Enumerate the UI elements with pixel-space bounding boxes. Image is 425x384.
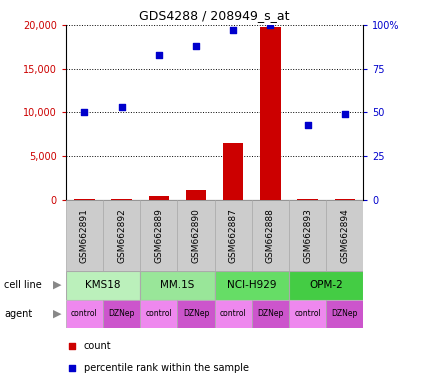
Text: count: count xyxy=(84,341,111,351)
Text: GSM662892: GSM662892 xyxy=(117,208,126,263)
Bar xyxy=(103,300,140,328)
Bar xyxy=(260,27,281,200)
Point xyxy=(81,109,88,115)
Text: GSM662890: GSM662890 xyxy=(192,208,201,263)
Text: ▶: ▶ xyxy=(53,280,62,290)
Bar xyxy=(66,271,140,300)
Text: DZNep: DZNep xyxy=(183,310,209,318)
Bar xyxy=(215,300,252,328)
Point xyxy=(267,22,274,28)
Text: GSM662894: GSM662894 xyxy=(340,208,349,263)
Point xyxy=(193,43,199,49)
Text: KMS18: KMS18 xyxy=(85,280,121,290)
Bar xyxy=(215,200,252,271)
Point xyxy=(156,51,162,58)
Text: ▶: ▶ xyxy=(53,309,62,319)
Text: percentile rank within the sample: percentile rank within the sample xyxy=(84,363,249,373)
Text: DZNep: DZNep xyxy=(257,310,283,318)
Point xyxy=(341,111,348,117)
Text: GSM662891: GSM662891 xyxy=(80,208,89,263)
Text: GSM662887: GSM662887 xyxy=(229,208,238,263)
Bar xyxy=(103,200,140,271)
Text: GSM662893: GSM662893 xyxy=(303,208,312,263)
Bar xyxy=(111,199,132,200)
Point xyxy=(230,27,237,33)
Bar xyxy=(178,300,215,328)
Text: control: control xyxy=(145,310,172,318)
Bar xyxy=(326,200,363,271)
Bar xyxy=(223,143,244,200)
Bar xyxy=(140,200,178,271)
Bar xyxy=(74,199,95,200)
Text: DZNep: DZNep xyxy=(108,310,135,318)
Text: GSM662889: GSM662889 xyxy=(154,208,163,263)
Text: MM.1S: MM.1S xyxy=(160,280,195,290)
Title: GDS4288 / 208949_s_at: GDS4288 / 208949_s_at xyxy=(139,9,290,22)
Bar xyxy=(298,199,318,200)
Bar xyxy=(334,199,355,200)
Bar xyxy=(289,200,326,271)
Bar xyxy=(178,200,215,271)
Text: cell line: cell line xyxy=(4,280,42,290)
Text: DZNep: DZNep xyxy=(332,310,358,318)
Bar xyxy=(215,271,289,300)
Bar xyxy=(289,300,326,328)
Bar xyxy=(326,300,363,328)
Text: control: control xyxy=(220,310,246,318)
Bar xyxy=(186,190,206,200)
Point xyxy=(68,343,75,349)
Bar xyxy=(149,196,169,200)
Bar xyxy=(66,300,103,328)
Text: OPM-2: OPM-2 xyxy=(309,280,343,290)
Point xyxy=(304,121,311,127)
Bar xyxy=(66,200,103,271)
Text: NCI-H929: NCI-H929 xyxy=(227,280,277,290)
Bar xyxy=(140,300,178,328)
Point xyxy=(68,365,75,371)
Bar xyxy=(252,200,289,271)
Text: GSM662888: GSM662888 xyxy=(266,208,275,263)
Bar xyxy=(252,300,289,328)
Bar xyxy=(140,271,215,300)
Bar xyxy=(289,271,363,300)
Text: agent: agent xyxy=(4,309,32,319)
Point xyxy=(118,104,125,110)
Text: control: control xyxy=(294,310,321,318)
Text: control: control xyxy=(71,310,98,318)
